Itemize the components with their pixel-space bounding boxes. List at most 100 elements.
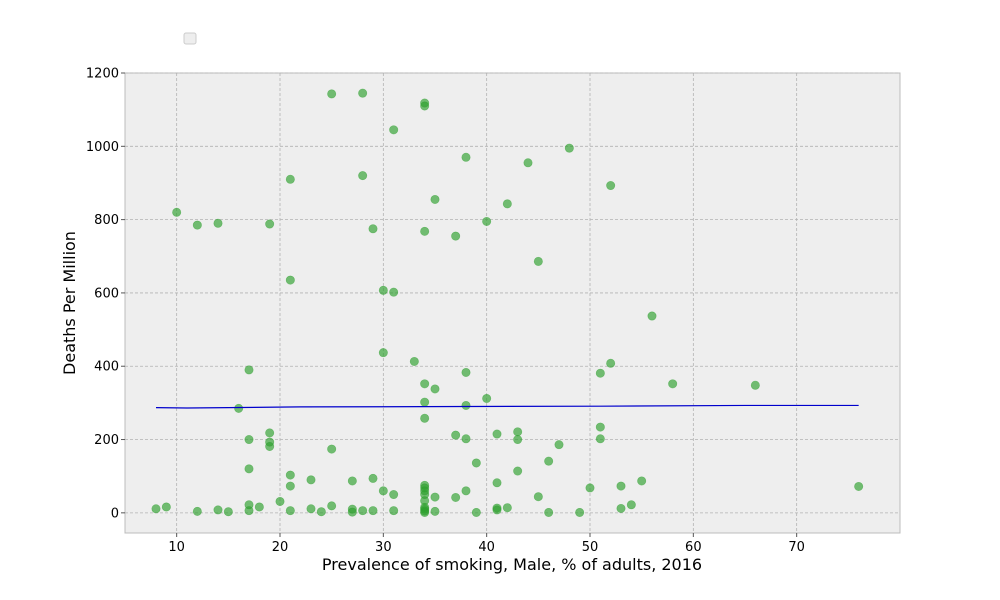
data-point [626, 500, 636, 510]
data-point [347, 476, 357, 486]
data-point [285, 481, 295, 491]
data-point [461, 152, 471, 162]
data-point [420, 507, 430, 517]
data-point [595, 434, 605, 444]
data-point [461, 434, 471, 444]
data-point [265, 219, 275, 229]
y-tick-label: 0 [111, 506, 119, 521]
x-axis-label: Prevalence of smoking, Male, % of adults… [322, 555, 702, 574]
data-point [213, 218, 223, 228]
data-point [244, 365, 254, 375]
data-point [234, 403, 244, 413]
data-point [430, 492, 440, 502]
plot-area [124, 72, 901, 534]
data-point [420, 226, 430, 236]
data-point [637, 476, 647, 486]
data-point [854, 481, 864, 491]
data-point [492, 478, 502, 488]
y-tick-label: 400 [94, 360, 119, 375]
data-point [471, 507, 481, 517]
data-point [595, 422, 605, 432]
data-point [513, 466, 523, 476]
data-point [420, 413, 430, 423]
data-point [420, 101, 430, 111]
data-point [461, 400, 471, 410]
data-point [368, 224, 378, 234]
data-point [606, 181, 616, 191]
x-tick-label: 70 [788, 540, 805, 555]
x-tick-label: 20 [272, 540, 289, 555]
data-point [161, 502, 171, 512]
data-point [192, 220, 202, 230]
data-point [430, 506, 440, 516]
data-point [502, 199, 512, 209]
data-point [368, 473, 378, 483]
data-point [285, 470, 295, 480]
data-point [430, 384, 440, 394]
data-point [482, 216, 492, 226]
y-tick-label: 1200 [86, 67, 119, 82]
y-tick-label: 600 [94, 286, 119, 301]
data-point [192, 506, 202, 516]
data-point [668, 379, 678, 389]
data-point [389, 490, 399, 500]
data-point [502, 503, 512, 513]
data-point [451, 231, 461, 241]
data-point [451, 430, 461, 440]
data-point [430, 194, 440, 204]
data-point [327, 444, 337, 454]
data-point [389, 125, 399, 135]
data-point [223, 507, 233, 517]
data-point [544, 456, 554, 466]
data-point [172, 207, 182, 217]
data-point [492, 505, 502, 515]
data-point [595, 368, 605, 378]
data-point [616, 503, 626, 513]
data-point [575, 507, 585, 517]
data-point [378, 285, 388, 295]
data-point [420, 397, 430, 407]
data-point [358, 88, 368, 98]
data-point [378, 348, 388, 358]
data-point [306, 475, 316, 485]
y-tick-label: 200 [94, 433, 119, 448]
data-point [378, 486, 388, 496]
x-tick-label: 30 [375, 540, 392, 555]
data-point [368, 506, 378, 516]
data-point [244, 435, 254, 445]
data-point [358, 171, 368, 181]
data-point [513, 435, 523, 445]
data-point [244, 464, 254, 474]
data-point [564, 143, 574, 153]
data-point [358, 506, 368, 516]
data-point [482, 393, 492, 403]
data-point [492, 429, 502, 439]
data-point [265, 441, 275, 451]
trend-line [155, 404, 859, 409]
data-point [213, 505, 223, 515]
x-tick-label: 10 [168, 540, 185, 555]
data-point [244, 506, 254, 516]
data-point [616, 481, 626, 491]
data-points [151, 88, 864, 517]
data-point [327, 89, 337, 99]
data-point [285, 506, 295, 516]
data-point [461, 367, 471, 377]
y-tick-label: 800 [94, 213, 119, 228]
data-point [420, 379, 430, 389]
data-point [533, 256, 543, 266]
data-point [554, 440, 564, 450]
x-tick-label: 40 [478, 540, 495, 555]
trend-line-group [155, 404, 859, 409]
data-point [316, 507, 326, 517]
x-tick-label: 50 [582, 540, 599, 555]
y-axis-label: Deaths Per Million [60, 231, 79, 375]
data-point [151, 504, 161, 514]
data-point [306, 504, 316, 514]
data-point [513, 427, 523, 437]
data-point [585, 483, 595, 493]
data-point [285, 174, 295, 184]
data-point [647, 311, 657, 321]
y-tick-label: 1000 [86, 140, 119, 155]
